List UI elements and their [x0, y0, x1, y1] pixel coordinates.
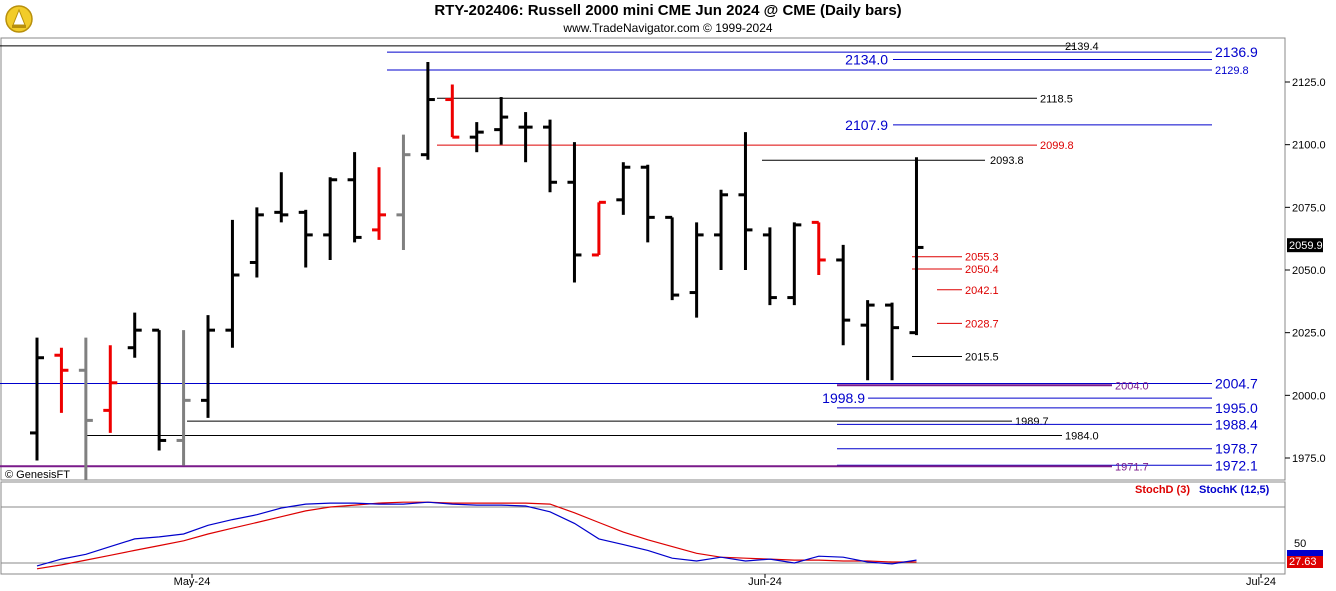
- trade-navigator-logo: [5, 5, 33, 33]
- level-label: 2042.1: [965, 285, 999, 297]
- level-label: 2129.8: [1215, 65, 1249, 77]
- ohlc-bar: [787, 222, 802, 306]
- stoch-last-box-blue: [1287, 550, 1323, 558]
- ohlc-bar: [78, 337, 93, 481]
- ohlc-bar: [836, 244, 851, 346]
- date-tick-label: Jun-24: [748, 576, 782, 588]
- ohlc-bar: [127, 312, 142, 358]
- level-label: 1989.7: [1015, 416, 1049, 428]
- legend-stochd: StochD (3): [1135, 484, 1190, 496]
- ohlc-bar: [372, 167, 387, 240]
- ohlc-bar: [103, 345, 118, 433]
- ohlc-bar: [567, 142, 582, 283]
- ohlc-bar: [860, 300, 875, 381]
- level-label: 2004.0: [1115, 380, 1149, 392]
- ohlc-bar: [811, 220, 826, 276]
- ohlc-bar: [518, 112, 533, 163]
- date-tick-label: Jul-24: [1246, 576, 1276, 588]
- price-axis: 1975.0 2000.0 2025.0 2050.0 2075.0 2100.0 2125…: [1285, 77, 1326, 465]
- date-tick-label: May-24: [174, 576, 211, 588]
- level-label: 2139.4: [1065, 41, 1099, 53]
- level-label: 2107.9: [845, 117, 888, 133]
- ohlc-bar: [909, 157, 924, 336]
- ohlc-bar: [591, 200, 606, 257]
- level-label: 2118.5: [1040, 93, 1073, 105]
- ohlc-bar: [738, 132, 753, 270]
- price-tick-label: 2000.0: [1292, 390, 1326, 402]
- main-panel-frame: [0, 37, 1286, 481]
- level-label: 1984.0: [1065, 430, 1099, 442]
- ohlc-bar: [298, 209, 313, 268]
- ohlc-bar: [689, 222, 704, 318]
- level-label: 1978.7: [1215, 441, 1258, 457]
- level-label: 2134.0: [845, 51, 888, 67]
- stochastic-panel-frame: [0, 481, 1286, 575]
- price-tick-label: 2075.0: [1292, 202, 1326, 214]
- ohlc-bar: [30, 337, 44, 461]
- ohlc-bar: [494, 97, 509, 145]
- stoch-series-line: [36, 501, 917, 567]
- copyright-label: © GenesisFT: [5, 469, 70, 481]
- ohlc-bar: [885, 302, 900, 381]
- level-label: 2093.8: [990, 155, 1024, 167]
- price-tick-label: 2100.0: [1292, 140, 1326, 152]
- level-label: 1995.0: [1215, 400, 1258, 416]
- ohlc-bars: [30, 61, 924, 481]
- ohlc-bar: [323, 177, 338, 260]
- ohlc-bar: [616, 162, 631, 215]
- level-label: 2055.3: [965, 252, 999, 264]
- last-price-box: [1287, 238, 1323, 253]
- last-price-label: 2059.9: [1289, 240, 1323, 252]
- stochastic-panel: 50 StochD (3) StochK (12,5) 27.63: [1, 484, 1323, 570]
- date-axis: May-24 Jun-24 Jul-24: [174, 574, 1276, 588]
- ohlc-bar: [225, 219, 240, 348]
- ohlc-bar: [640, 164, 655, 243]
- ohlc-bar: [469, 122, 484, 153]
- level-label: 2050.4: [965, 264, 999, 276]
- level-label: 1998.9: [822, 390, 865, 406]
- level-label: 2136.9: [1215, 44, 1258, 60]
- legend-stochk: StochK (12,5): [1199, 484, 1270, 496]
- ohlc-bar: [274, 172, 289, 223]
- level-label: 1988.4: [1215, 416, 1258, 432]
- ohlc-bar: [201, 315, 216, 418]
- chart-subtitle: www.TradeNavigator.com © 1999-2024: [563, 21, 773, 35]
- ohlc-bar: [152, 328, 167, 451]
- level-label: 2004.7: [1215, 376, 1258, 392]
- price-levels: 2139.4 2136.9 2134.0 2129.8 2118.5 2107.9 2099…: [0, 41, 1258, 473]
- stoch-last-label: 27.63: [1289, 556, 1317, 568]
- level-label: 2099.8: [1040, 140, 1074, 152]
- price-tick-label: 2125.0: [1292, 77, 1326, 89]
- ohlc-bar: [347, 152, 362, 243]
- ohlc-bar: [714, 189, 729, 270]
- chart-title: RTY-202406: Russell 2000 mini CME Jun 20…: [434, 2, 902, 19]
- price-tick-label: 2025.0: [1292, 328, 1326, 340]
- ohlc-bar: [445, 84, 460, 139]
- ohlc-bar: [665, 215, 680, 301]
- ohlc-bar: [543, 119, 558, 193]
- chart-header: RTY-202406: Russell 2000 mini CME Jun 20…: [0, 0, 1336, 38]
- level-label: 2015.5: [965, 351, 999, 363]
- ohlc-bar: [396, 134, 411, 250]
- stoch-tick-label: 50: [1294, 538, 1306, 550]
- ohlc-bar: [420, 61, 435, 160]
- level-label: 1972.1: [1215, 457, 1258, 473]
- price-tick-label: 1975.0: [1292, 453, 1326, 465]
- stoch-last-box: [1287, 556, 1323, 568]
- ohlc-bar: [762, 227, 777, 306]
- ohlc-bar: [249, 207, 264, 278]
- level-label: 2028.7: [965, 318, 999, 330]
- ohlc-bar: [176, 330, 191, 466]
- level-label: 1971.7: [1115, 461, 1149, 473]
- ohlc-bar: [54, 347, 69, 413]
- price-tick-label: 2050.0: [1292, 265, 1326, 277]
